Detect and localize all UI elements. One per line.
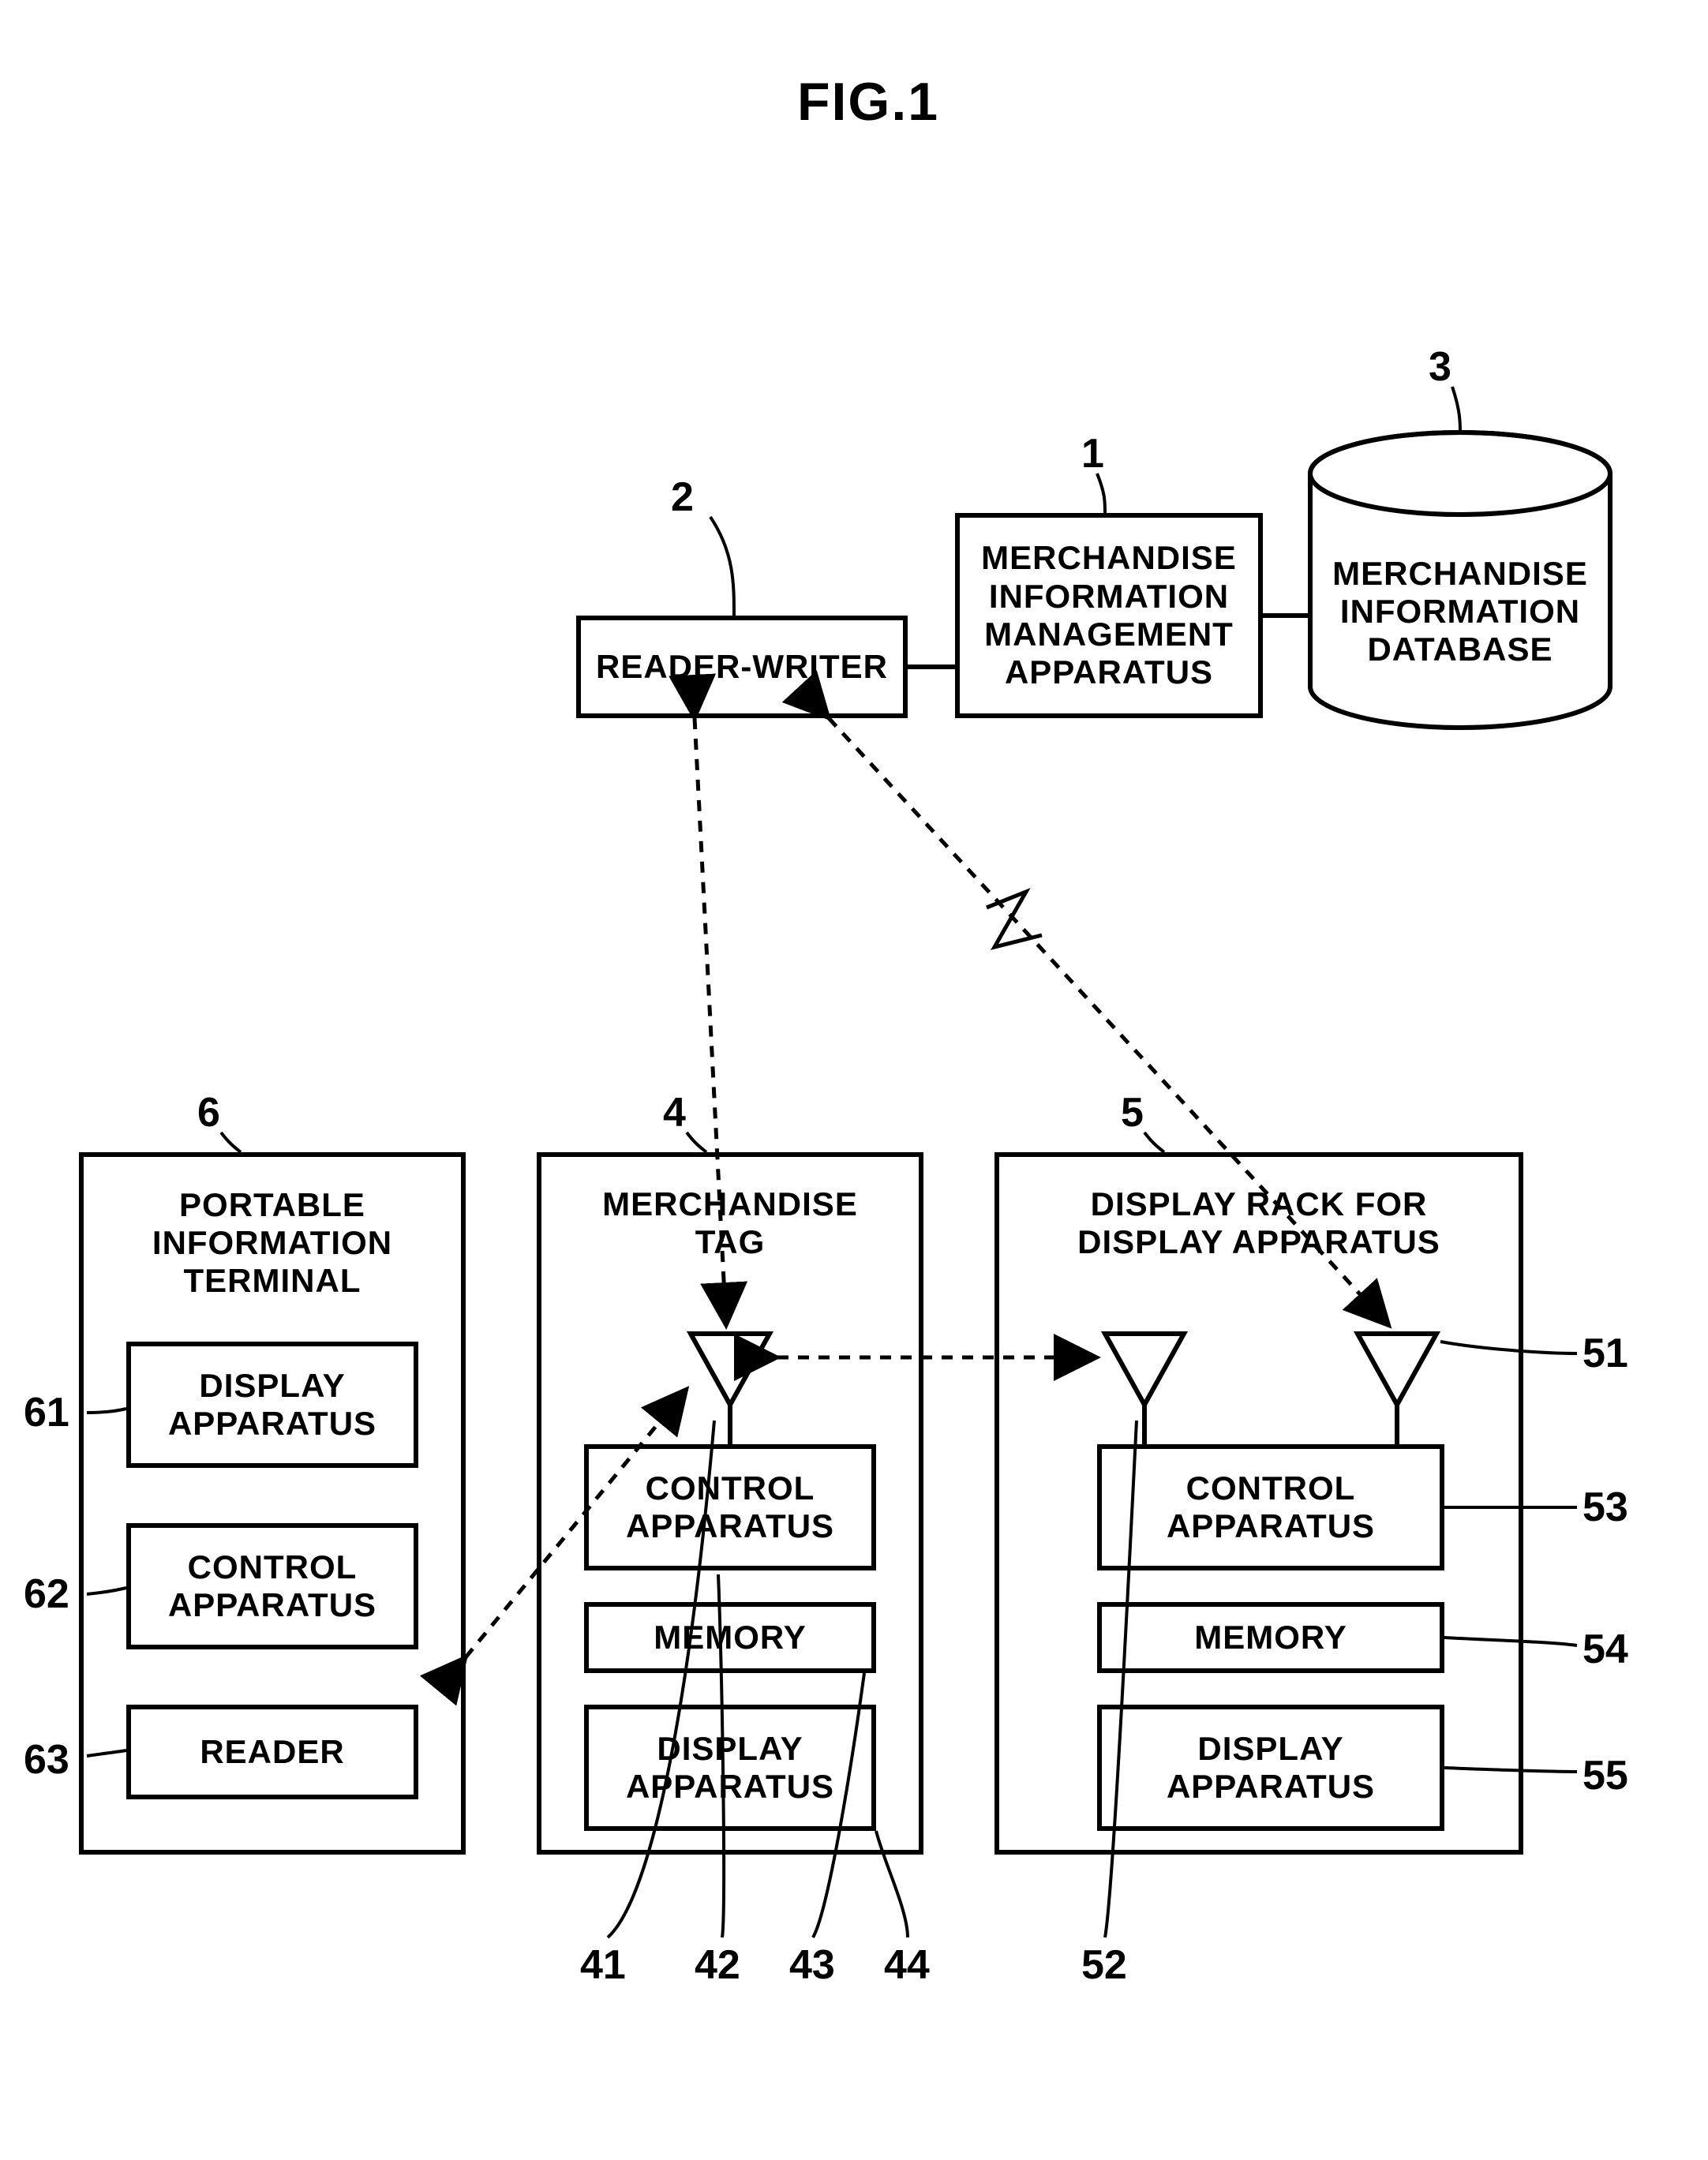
mt-display-label: DISPLAY APPARATUS bbox=[626, 1730, 834, 1806]
ref-61: 61 bbox=[24, 1389, 69, 1436]
ref-41: 41 bbox=[580, 1941, 626, 1989]
ref-53: 53 bbox=[1583, 1484, 1628, 1531]
ref-42: 42 bbox=[695, 1941, 740, 1989]
merchandise-tag-title-text: MERCHANDISE TAG bbox=[602, 1185, 858, 1262]
mt-memory-label: MEMORY bbox=[654, 1619, 806, 1656]
dr-memory-box: MEMORY bbox=[1097, 1602, 1444, 1673]
ref-52: 52 bbox=[1081, 1941, 1127, 1989]
mt-control-box: CONTROL APPARATUS bbox=[584, 1444, 876, 1570]
mt-memory-box: MEMORY bbox=[584, 1602, 876, 1673]
mt-control-label: CONTROL APPARATUS bbox=[626, 1469, 834, 1546]
pt-display-box: DISPLAY APPARATUS bbox=[126, 1342, 418, 1468]
figure-title: FIG.1 bbox=[797, 71, 939, 133]
mt-display-box: DISPLAY APPARATUS bbox=[584, 1705, 876, 1831]
ref-51: 51 bbox=[1583, 1330, 1628, 1377]
ref-44: 44 bbox=[884, 1941, 930, 1989]
ref-54: 54 bbox=[1583, 1626, 1628, 1673]
ref-1: 1 bbox=[1081, 430, 1104, 477]
ref-63: 63 bbox=[24, 1736, 69, 1784]
ref-3: 3 bbox=[1429, 343, 1451, 391]
dr-control-box: CONTROL APPARATUS bbox=[1097, 1444, 1444, 1570]
dr-display-box: DISPLAY APPARATUS bbox=[1097, 1705, 1444, 1831]
ref-62: 62 bbox=[24, 1570, 69, 1618]
dr-control-label: CONTROL APPARATUS bbox=[1167, 1469, 1375, 1546]
pt-reader-box: READER bbox=[126, 1705, 418, 1799]
ref-2: 2 bbox=[671, 474, 694, 521]
ref-43: 43 bbox=[789, 1941, 835, 1989]
reader-writer-box: READER-WRITER bbox=[576, 616, 908, 718]
ref-4: 4 bbox=[663, 1089, 686, 1136]
pt-control-label: CONTROL APPARATUS bbox=[168, 1548, 376, 1625]
display-rack-title: DISPLAY RACK FOR DISPLAY APPARATUS bbox=[994, 1168, 1523, 1278]
diagram-canvas: FIG.1 READER-WRITER MERCHANDISE INFORMAT… bbox=[0, 0, 1708, 2160]
database-label-wrap: MERCHANDISE INFORMATION DATABASE bbox=[1310, 521, 1610, 702]
display-rack-title-text: DISPLAY RACK FOR DISPLAY APPARATUS bbox=[1077, 1185, 1440, 1262]
ref-6: 6 bbox=[197, 1089, 220, 1136]
ref-5: 5 bbox=[1121, 1089, 1144, 1136]
dr-display-label: DISPLAY APPARATUS bbox=[1167, 1730, 1375, 1806]
database-label: MERCHANDISE INFORMATION DATABASE bbox=[1332, 555, 1588, 669]
mgmt-apparatus-label: MERCHANDISE INFORMATION MANAGEMENT APPAR… bbox=[981, 539, 1237, 691]
merchandise-tag-title: MERCHANDISE TAG bbox=[537, 1168, 923, 1278]
portable-terminal-title-text: PORTABLE INFORMATION TERMINAL bbox=[152, 1186, 392, 1301]
pt-display-label: DISPLAY APPARATUS bbox=[168, 1367, 376, 1443]
mgmt-apparatus-box: MERCHANDISE INFORMATION MANAGEMENT APPAR… bbox=[955, 513, 1263, 718]
dr-memory-label: MEMORY bbox=[1194, 1619, 1347, 1656]
pt-control-box: CONTROL APPARATUS bbox=[126, 1523, 418, 1649]
portable-terminal-title: PORTABLE INFORMATION TERMINAL bbox=[79, 1168, 466, 1318]
pt-reader-label: READER bbox=[200, 1733, 344, 1771]
reader-writer-label: READER-WRITER bbox=[596, 648, 888, 686]
ref-55: 55 bbox=[1583, 1752, 1628, 1799]
